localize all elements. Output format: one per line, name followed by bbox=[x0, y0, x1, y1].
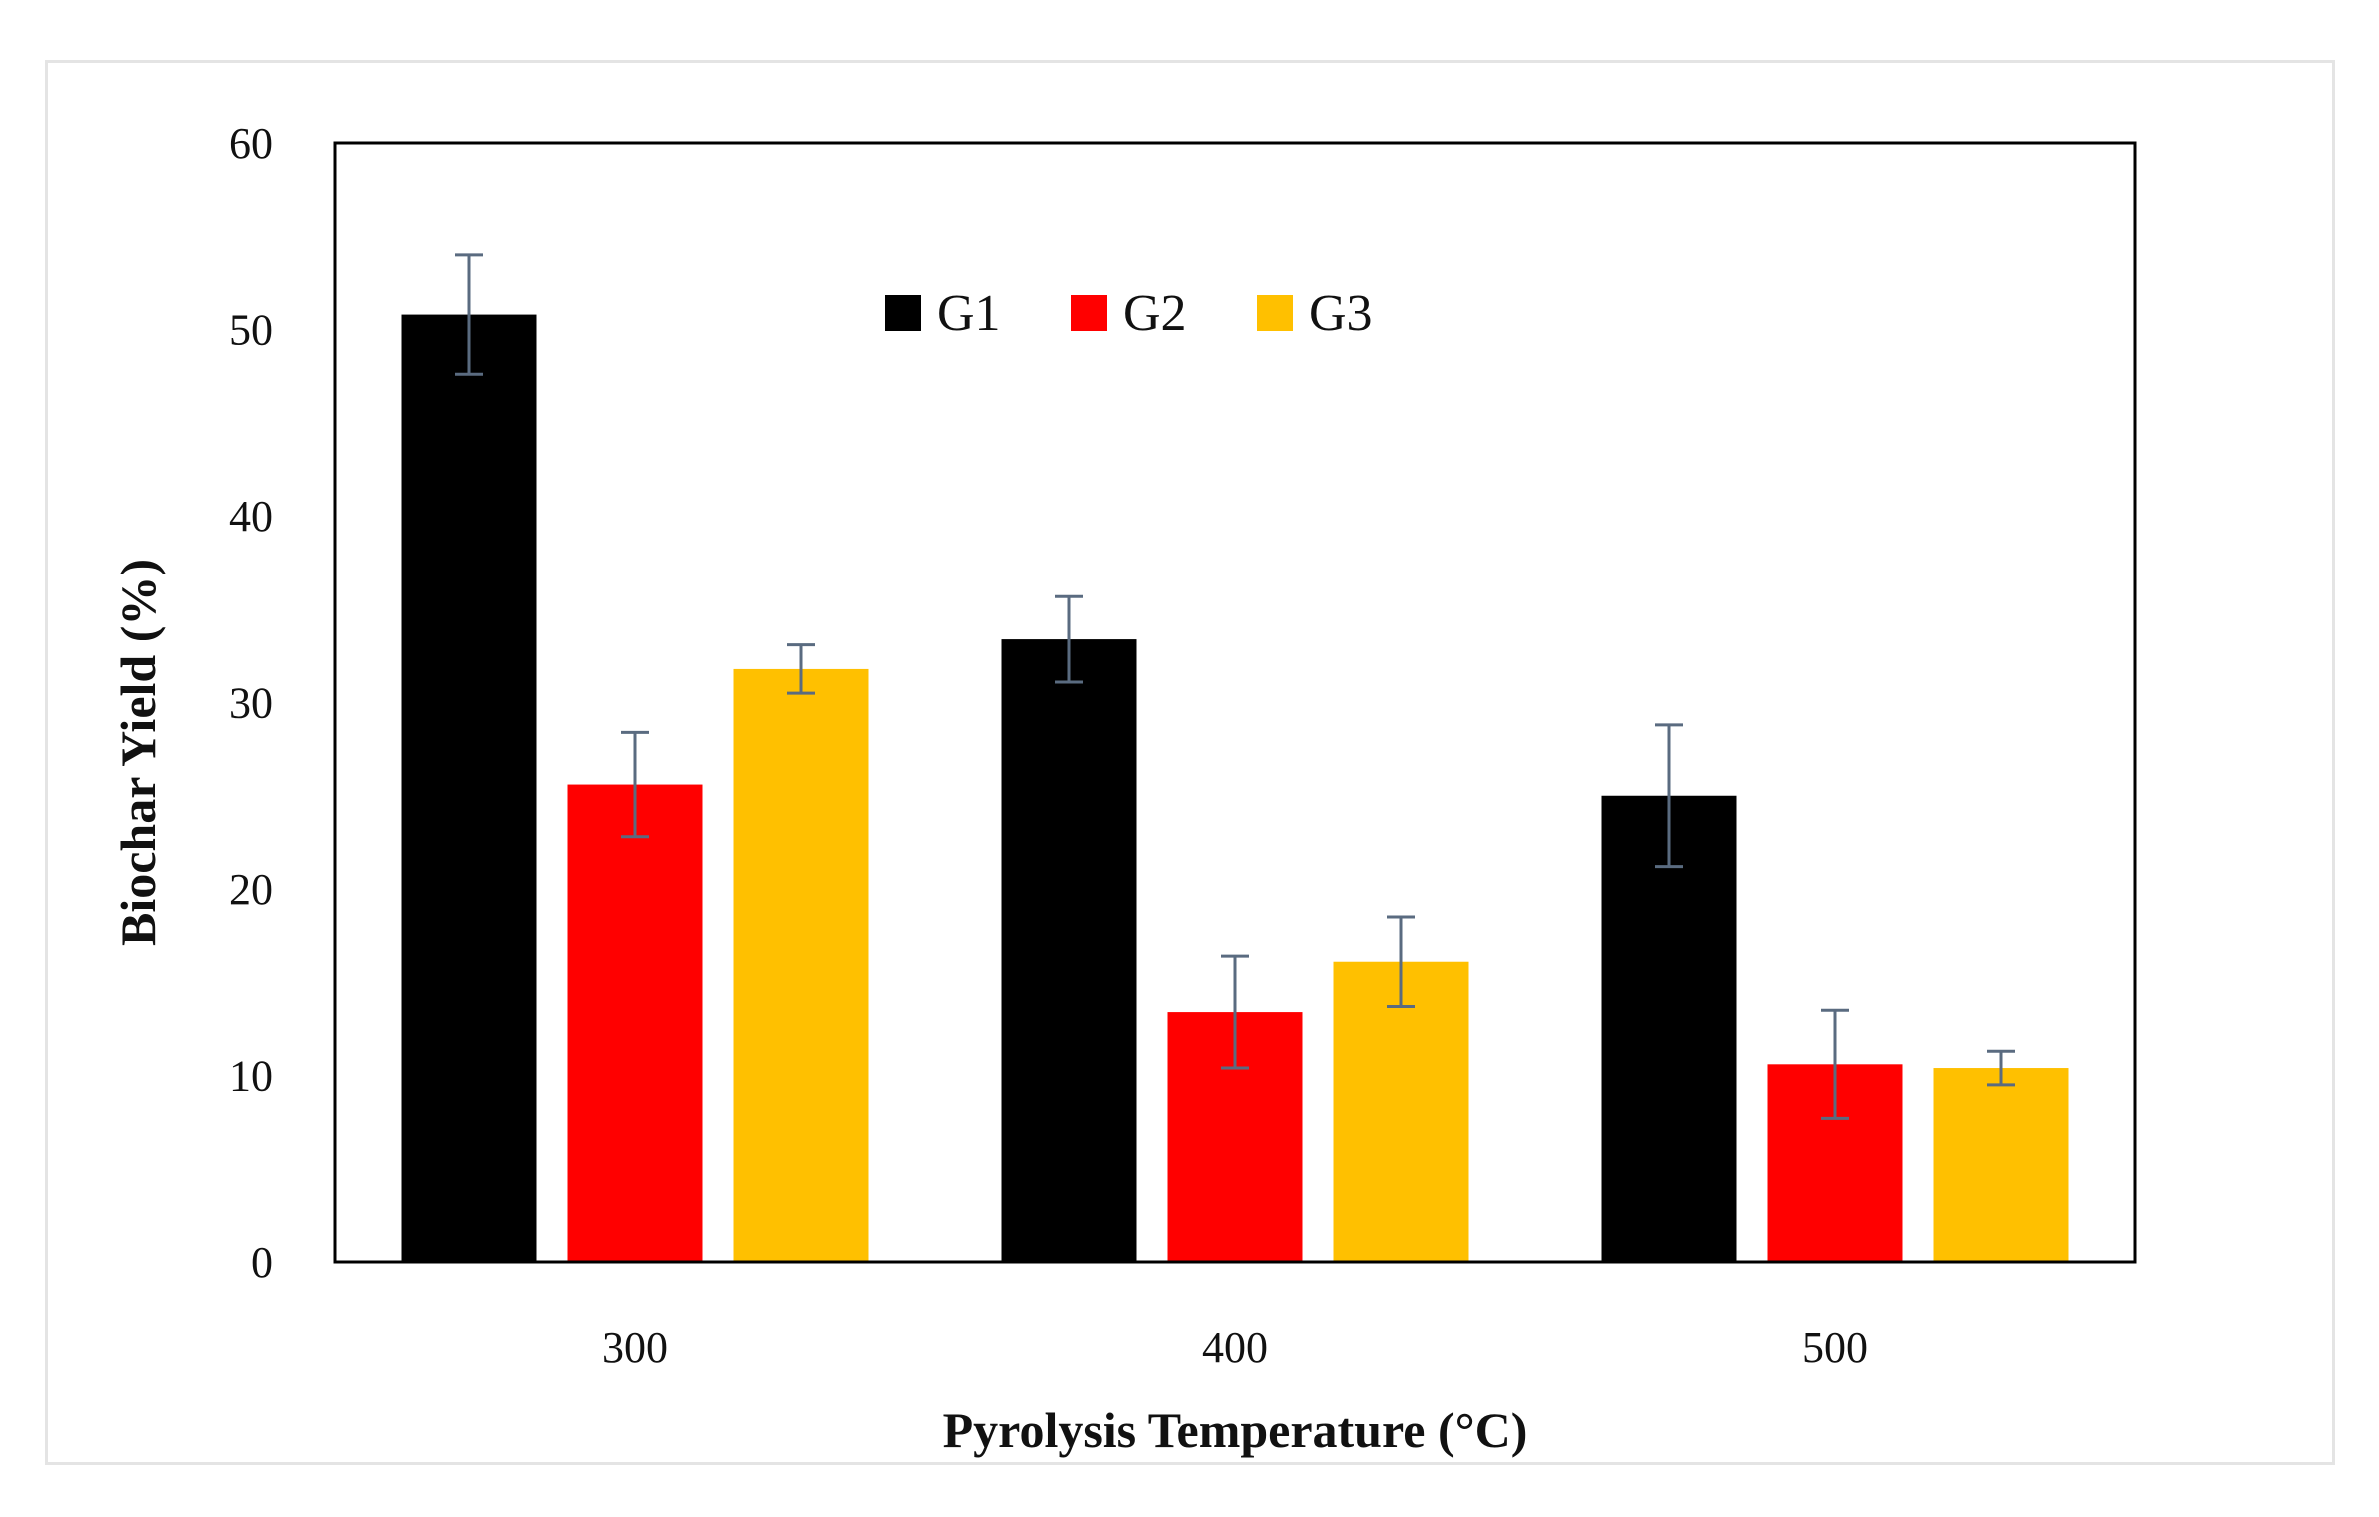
y-tick-label: 60 bbox=[229, 119, 273, 168]
legend-swatch bbox=[1257, 295, 1293, 331]
error-bar-g3-400 bbox=[1387, 915, 1415, 1008]
legend: G1 G2 G3 bbox=[885, 285, 1373, 342]
legend-item-g2: G2 bbox=[1071, 285, 1187, 342]
bar-g1-500 bbox=[1601, 795, 1737, 1262]
x-tick-label: 500 bbox=[1802, 1323, 1868, 1372]
legend-swatch bbox=[1071, 295, 1107, 331]
x-axis-ticks: 300 400 500 bbox=[602, 1323, 1868, 1372]
bar-g1-400 bbox=[1001, 639, 1137, 1262]
x-tick-label: 400 bbox=[1202, 1323, 1268, 1372]
y-tick-label: 20 bbox=[229, 865, 273, 914]
y-axis-title: Biochar Yield (%) bbox=[110, 559, 166, 946]
y-tick-label: 10 bbox=[229, 1052, 273, 1101]
plot-area-border bbox=[333, 141, 2137, 1264]
error-bar-g2-400 bbox=[1221, 954, 1249, 1070]
error-bar-g2-300 bbox=[621, 730, 649, 839]
y-axis-ticks: 0 10 20 30 40 50 60 bbox=[229, 119, 273, 1287]
error-bars-layer bbox=[455, 253, 2015, 1120]
bar-g2-300 bbox=[567, 784, 703, 1262]
legend-item-g1: G1 bbox=[885, 285, 1001, 342]
legend-label: G1 bbox=[937, 285, 1001, 342]
y-tick-label: 40 bbox=[229, 492, 273, 541]
error-bar-g1-300 bbox=[455, 253, 483, 376]
x-axis-title: Pyrolysis Temperature (°C) bbox=[943, 1402, 1528, 1458]
legend-swatch bbox=[885, 295, 921, 331]
bar-g3-300 bbox=[733, 668, 869, 1262]
y-tick-label: 0 bbox=[251, 1238, 273, 1287]
legend-label: G3 bbox=[1309, 285, 1373, 342]
legend-item-g3: G3 bbox=[1257, 285, 1373, 342]
y-tick-label: 30 bbox=[229, 679, 273, 728]
y-tick-label: 50 bbox=[229, 306, 273, 355]
bar-g1-300 bbox=[401, 314, 537, 1263]
bar-g3-400 bbox=[1333, 961, 1469, 1262]
bar-g3-500 bbox=[1933, 1068, 2069, 1262]
error-bar-g3-300 bbox=[787, 643, 815, 695]
bars-layer bbox=[401, 314, 2069, 1263]
legend-label: G2 bbox=[1123, 285, 1187, 342]
error-bar-g1-400 bbox=[1055, 594, 1083, 684]
error-bar-g1-500 bbox=[1655, 723, 1683, 869]
error-bar-g2-500 bbox=[1821, 1008, 1849, 1120]
error-bar-g3-500 bbox=[1987, 1049, 2015, 1087]
x-tick-label: 300 bbox=[602, 1323, 668, 1372]
